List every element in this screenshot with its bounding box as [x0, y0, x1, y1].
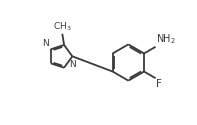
Text: F: F	[156, 79, 162, 89]
Text: N: N	[69, 60, 76, 69]
Text: NH$_2$: NH$_2$	[156, 32, 176, 46]
Text: N: N	[42, 40, 49, 48]
Text: CH$_3$: CH$_3$	[53, 20, 71, 33]
